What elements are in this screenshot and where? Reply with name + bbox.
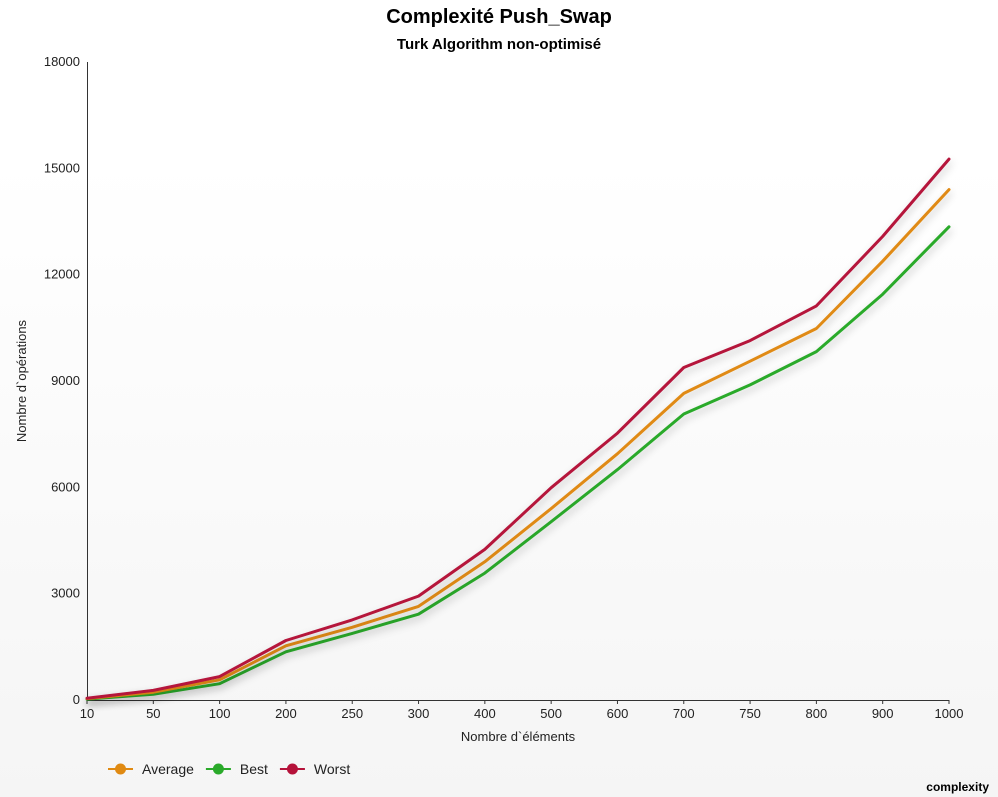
x-tick-label: 800 bbox=[806, 706, 828, 721]
y-tick-label: 0 bbox=[73, 692, 80, 707]
x-tick-label: 1000 bbox=[935, 706, 964, 721]
chart-subtitle: Turk Algorithm non-optimisé bbox=[397, 36, 601, 53]
x-tick-label: 10 bbox=[80, 706, 94, 721]
x-tick-label: 750 bbox=[739, 706, 761, 721]
footer-label: complexity bbox=[926, 780, 989, 794]
y-tick-label: 3000 bbox=[51, 586, 80, 601]
x-axis-ticks: 10 50 100 200 250 300 400 500 600 700 750 800 900 100… bbox=[80, 700, 964, 721]
legend-label-average: Average bbox=[142, 761, 194, 777]
y-tick-label: 12000 bbox=[44, 267, 80, 282]
legend-marker-average bbox=[115, 763, 126, 775]
x-tick-label: 300 bbox=[408, 706, 430, 721]
x-tick-label: 250 bbox=[341, 706, 363, 721]
x-tick-label: 700 bbox=[673, 706, 695, 721]
series-line-best bbox=[85, 225, 951, 701]
x-axis-label: Nombre d`éléments bbox=[461, 729, 576, 744]
y-axis-label: Nombre d`opérations bbox=[14, 319, 29, 442]
x-tick-label: 400 bbox=[474, 706, 496, 721]
y-tick-label: 18000 bbox=[44, 54, 80, 69]
series-line-average bbox=[85, 188, 951, 701]
legend-marker-worst bbox=[286, 763, 298, 775]
series-line-worst bbox=[85, 157, 951, 700]
y-axis-ticks: 0 3000 6000 9000 12000 15000 18000 bbox=[44, 54, 80, 707]
y-tick-label: 9000 bbox=[51, 373, 80, 388]
legend: Average Best Worst bbox=[108, 761, 350, 777]
x-tick-label: 600 bbox=[607, 706, 629, 721]
x-tick-label: 100 bbox=[209, 706, 231, 721]
x-tick-label: 200 bbox=[275, 706, 297, 721]
series-lines bbox=[85, 157, 951, 701]
legend-marker-best bbox=[212, 763, 224, 775]
y-tick-label: 6000 bbox=[51, 479, 80, 494]
y-tick-label: 15000 bbox=[44, 160, 80, 175]
legend-label-worst: Worst bbox=[314, 761, 350, 777]
legend-label-best: Best bbox=[240, 761, 268, 777]
chart-title: Complexité Push_Swap bbox=[386, 6, 612, 28]
x-tick-label: 500 bbox=[540, 706, 562, 721]
x-tick-label: 50 bbox=[146, 706, 160, 721]
x-tick-label: 900 bbox=[872, 706, 894, 721]
